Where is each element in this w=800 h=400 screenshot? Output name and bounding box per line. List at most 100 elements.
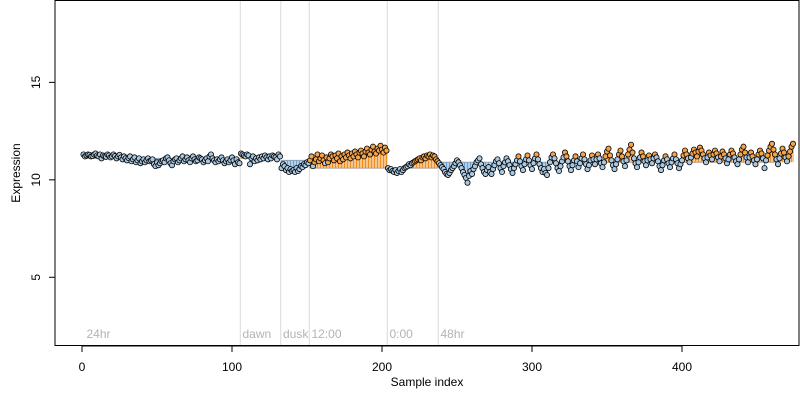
y-axis: 5 10 15: [29, 75, 56, 281]
data-point-392: [667, 164, 674, 171]
y-tick-label-5: 5: [29, 274, 43, 281]
data-point-303: [533, 151, 540, 158]
plot-frame: [54, 0, 800, 346]
y-tick-label-10: 10: [29, 173, 43, 187]
data-point-334: [580, 151, 587, 158]
x-tick-label-300: 300: [522, 360, 542, 374]
data-point-460: [769, 140, 776, 147]
data-point-301: [530, 160, 537, 167]
data-point-355: [611, 166, 618, 173]
condition-label-1: dawn: [243, 327, 272, 341]
data-point-326: [568, 167, 575, 174]
data-point-471: [785, 153, 792, 160]
data-point-455: [761, 165, 768, 172]
data-point-449: [752, 161, 759, 168]
data-point-374: [640, 153, 647, 160]
condition-label-0: 24hr: [87, 327, 111, 341]
data-point-387: [659, 162, 666, 169]
data-point-416: [703, 159, 710, 166]
data-point-338: [586, 162, 593, 169]
data-point-347: [599, 164, 606, 171]
y-tick-label-15: 15: [29, 75, 43, 89]
data-point-470: [784, 158, 791, 165]
data-point-257: [464, 179, 471, 186]
data-point-280: [498, 169, 505, 176]
data-point-260: [468, 170, 475, 177]
data-point-366: [628, 141, 635, 148]
data-point-474: [790, 140, 797, 147]
data-point-318: [556, 168, 563, 175]
data-point-431: [725, 156, 732, 163]
data-point-353: [608, 157, 615, 164]
data-point-327: [569, 162, 576, 169]
data-point-304: [535, 156, 542, 163]
data-point-332: [577, 160, 584, 167]
data-point-420: [709, 156, 716, 163]
data-point-360: [619, 153, 626, 160]
data-point-380: [649, 160, 656, 167]
data-point-410: [694, 153, 701, 160]
data-point-362: [622, 163, 629, 170]
data-point-425: [716, 158, 723, 165]
data-point-371: [635, 159, 642, 166]
data-point-311: [545, 165, 552, 172]
data-point-315: [551, 155, 558, 162]
data-point-442: [742, 149, 749, 156]
data-point-405: [686, 159, 693, 166]
data-point-295: [521, 161, 528, 168]
data-point-472: [787, 148, 794, 155]
x-axis-title: Sample index: [391, 375, 464, 389]
data-point-310: [544, 171, 551, 178]
x-tick-label-0: 0: [79, 360, 86, 374]
data-point-300: [529, 166, 536, 173]
condition-label-5: 48hr: [441, 327, 465, 341]
x-axis: 0 100 200 300 400: [79, 345, 692, 374]
data-point-188: [360, 153, 367, 160]
data-point-384: [655, 158, 662, 165]
data-point-464: [775, 161, 782, 168]
data-point-319: [557, 163, 564, 170]
data-point-450: [754, 156, 761, 163]
data-point-342: [592, 161, 599, 168]
condition-label-4: 0:00: [390, 327, 414, 341]
data-point-368: [631, 155, 638, 162]
data-point-291: [515, 153, 522, 160]
data-point-345: [596, 155, 603, 162]
data-points: [80, 140, 797, 186]
data-point-323: [563, 153, 570, 160]
data-point-438: [736, 156, 743, 163]
data-point-287: [509, 169, 516, 176]
data-point-352: [607, 152, 614, 159]
data-point-468: [781, 149, 788, 156]
data-point-456: [763, 157, 770, 164]
data-point-444: [745, 159, 752, 166]
x-tick-label-200: 200: [372, 360, 392, 374]
data-point-153: [308, 153, 315, 160]
data-point-132: [276, 153, 283, 160]
data-point-294: [520, 167, 527, 174]
data-point-370: [634, 164, 641, 171]
x-tick-label-100: 100: [222, 360, 242, 374]
data-point-348: [601, 159, 608, 166]
condition-dividers: [239, 0, 439, 346]
data-point-386: [658, 167, 665, 174]
data-point-363: [623, 157, 630, 164]
data-point-461: [770, 146, 777, 153]
data-point-376: [643, 162, 650, 169]
data-point-312: [547, 159, 554, 166]
data-point-400: [679, 157, 686, 164]
data-point-324: [565, 158, 572, 165]
data-point-265: [476, 155, 483, 162]
data-point-356: [613, 161, 620, 168]
y-axis-title: Expression: [9, 143, 23, 202]
data-point-273: [488, 170, 495, 177]
data-point-453: [758, 150, 765, 157]
data-point-462: [772, 151, 779, 158]
data-point-105: [236, 160, 243, 167]
data-point-203: [383, 147, 390, 154]
data-point-335: [581, 156, 588, 163]
data-point-351: [605, 145, 612, 152]
condition-label-2: dusk: [283, 327, 309, 341]
data-point-329: [572, 153, 579, 160]
data-point-437: [734, 161, 741, 168]
